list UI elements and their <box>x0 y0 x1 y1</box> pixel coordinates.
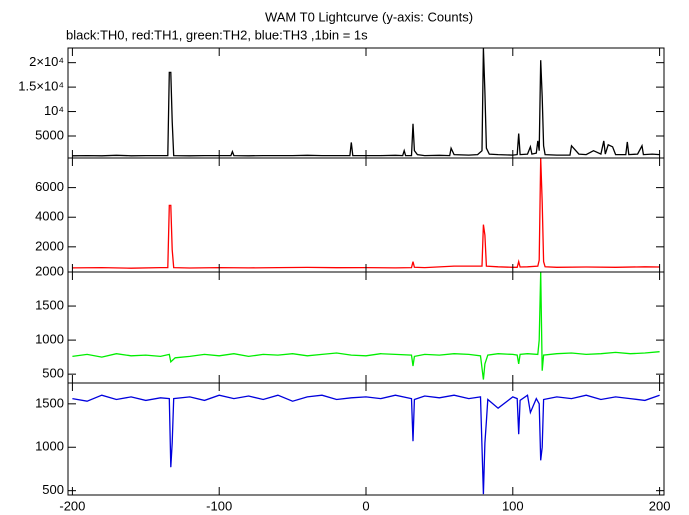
y-tick-label: 1.5×10⁴ <box>18 79 64 94</box>
panel-frame <box>67 157 665 273</box>
light-curve <box>72 394 660 495</box>
y-tick-label: 10⁴ <box>44 103 64 118</box>
x-tick-label: 100 <box>502 498 524 513</box>
y-tick-label: 500 <box>42 482 64 497</box>
panel-frame <box>67 382 665 496</box>
y-tick-label: 4000 <box>35 209 64 224</box>
panel-frame <box>67 47 665 159</box>
y-tick-label: 2×10⁴ <box>29 54 64 69</box>
x-tick-label: 0 <box>362 498 369 513</box>
x-tick-label: 200 <box>649 498 671 513</box>
y-tick-label: 1000 <box>35 439 64 454</box>
y-tick-label: 500 <box>42 366 64 381</box>
chart-subtitle: black:TH0, red:TH1, green:TH2, blue:TH3 … <box>66 27 368 42</box>
light-curve <box>72 272 660 380</box>
y-tick-label: 5000 <box>35 127 64 142</box>
light-curve <box>72 158 660 269</box>
y-tick-label: 1500 <box>35 395 64 410</box>
light-curve <box>72 48 660 157</box>
y-tick-label: 1500 <box>35 297 64 312</box>
chart-title: WAM T0 Lightcurve (y-axis: Counts) <box>265 9 473 24</box>
y-tick-label: 2000 <box>35 263 64 278</box>
x-tick-label: -100 <box>206 498 232 513</box>
panel-frame <box>67 271 665 384</box>
y-tick-label: 2000 <box>35 238 64 253</box>
y-tick-label: 6000 <box>35 179 64 194</box>
x-tick-label: -200 <box>59 498 85 513</box>
y-tick-label: 1000 <box>35 332 64 347</box>
